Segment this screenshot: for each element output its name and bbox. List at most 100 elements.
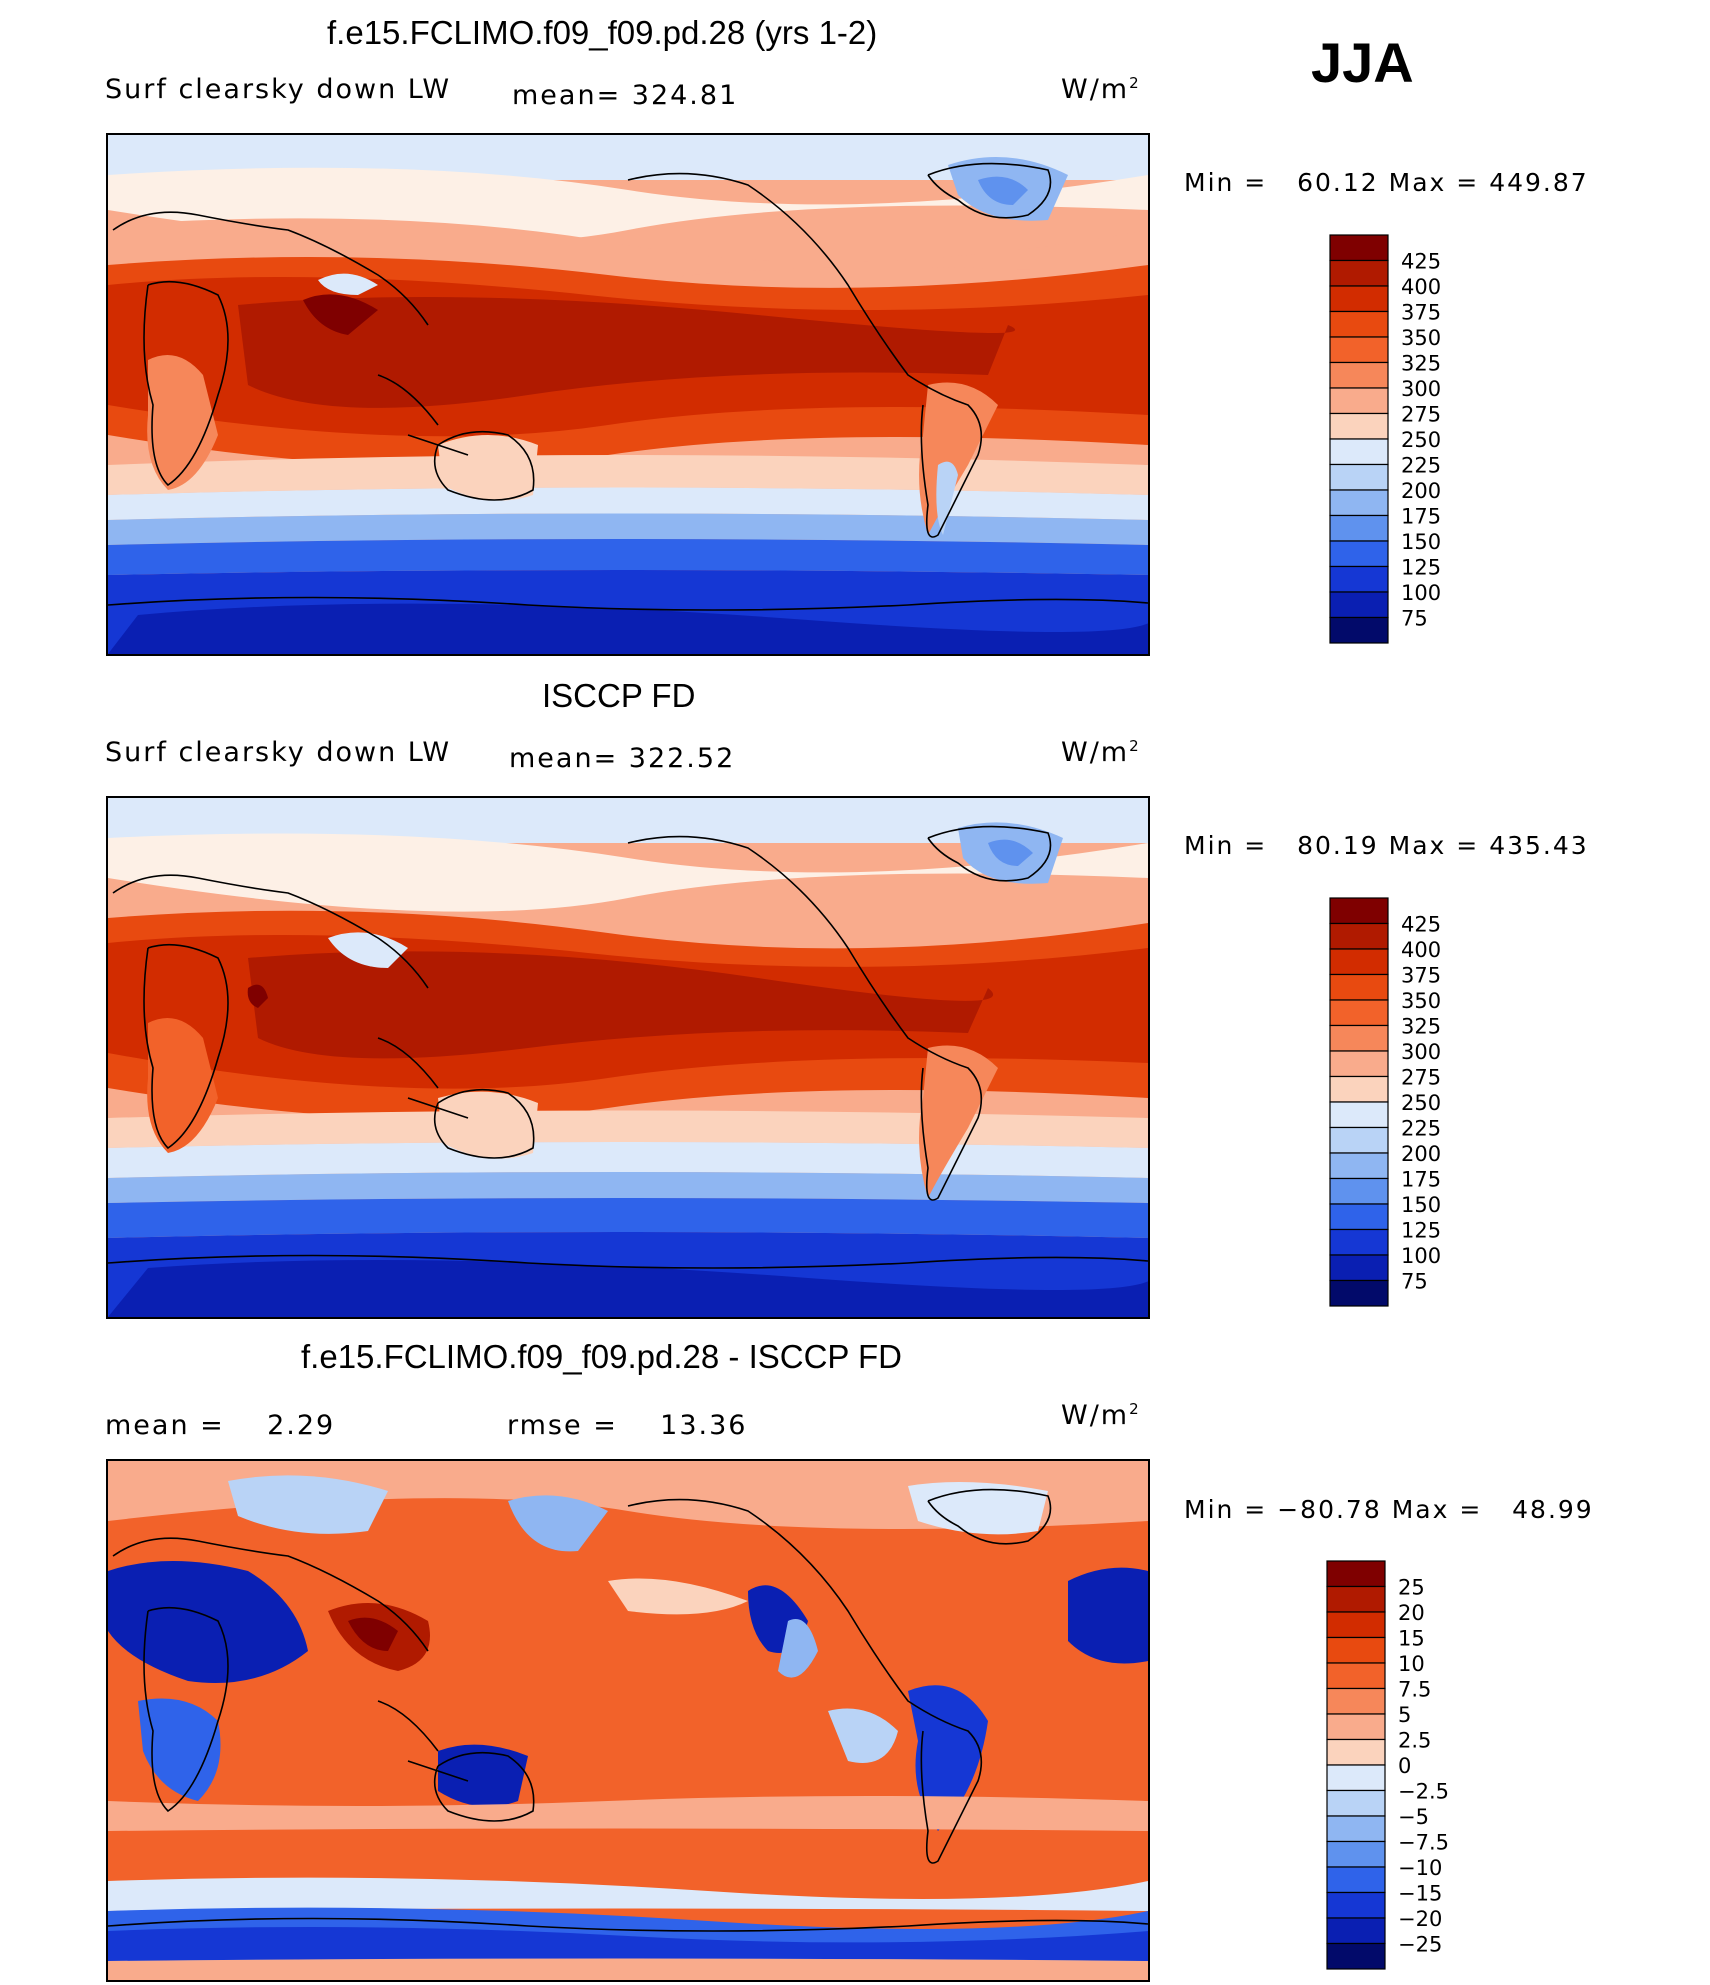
panel-3-max-value: 48.99 [1512,1495,1594,1524]
colorbar-1-box [1329,616,1389,644]
panel-1-title: f.e15.FCLIMO.f09_f09.pd.28 (yrs 1-2) [327,14,878,51]
colorbar-2-box [1329,1024,1389,1052]
colorbar-3-box [1326,1891,1386,1919]
panel-1-colorbar-svg: 4254003753503253002752502252001751501251… [1329,234,1441,644]
colorbar-2-box [1329,948,1389,976]
colorbar-2-tick-label: 325 [1401,1015,1441,1039]
colorbar-2-box [1329,1203,1389,1231]
colorbar-1-tick-label: 275 [1401,403,1441,427]
panel-1-units: W/m2 [1061,74,1141,105]
colorbar-3-tick-label: −7.5 [1398,1831,1449,1855]
colorbar-1-box [1329,565,1389,593]
colorbar-1-box [1329,438,1389,466]
colorbar-3-box [1326,1560,1386,1588]
colorbar-2-box [1329,1254,1389,1282]
colorbar-3-box [1326,1840,1386,1868]
colorbar-2-box [1329,1152,1389,1180]
colorbar-1-tick-label: 125 [1401,556,1441,580]
colorbar-2-tick-label: 300 [1401,1040,1441,1064]
panel-1-map-svg [108,135,1148,654]
colorbar-3-box [1326,1738,1386,1766]
colorbar-2-tick-label: 375 [1401,964,1441,988]
colorbar-2-tick-label: 125 [1401,1219,1441,1243]
panel-3-colorbar: 25 20 15 10 7.5 5 2.5 0 −2.5 −5 −7.5 −10 −15 −20 −25 [1326,1560,1449,1977]
colorbar-2-tick-label: 75 [1401,1270,1428,1294]
colorbar-3-tick-label: −20 [1398,1907,1442,1931]
panel-2-title: ISCCP FD [542,677,696,714]
colorbar-3-box [1326,1662,1386,1690]
colorbar-2-box [1329,1101,1389,1129]
panel-1-max-value: 449.87 [1489,168,1589,197]
colorbar-1-box [1329,412,1389,440]
colorbar-1-tick-label: 325 [1401,352,1441,376]
panel-3-rmse-label: rmse = 13.36 [507,1410,748,1441]
colorbar-2-box [1329,973,1389,1001]
panel-3-units: W/m2 [1061,1400,1141,1431]
colorbar-1-tick-label: 100 [1401,581,1441,605]
colorbar-3-box [1326,1789,1386,1817]
panel-3-min-max: Min = −80.78 Max = 48.99 [1184,1495,1594,1524]
panel-1-mean-label: mean= 324.81 [512,80,739,111]
panel-2-colorbar: 425 400 375 350 325 300 275 250 225 200 175 150 125 1… [1329,897,1449,1314]
panel-2-max-label: Max = [1388,831,1480,860]
colorbar-3-box [1326,1815,1386,1843]
colorbar-3-box [1326,1764,1386,1792]
colorbar-3-tick-label: 25 [1398,1576,1425,1600]
colorbar-3-tick-label: 10 [1398,1652,1425,1676]
colorbar-3-box [1326,1917,1386,1945]
panel-3-title: f.e15.FCLIMO.f09_f09.pd.28 - ISCCP FD [301,1338,902,1375]
colorbar-2-box [1329,1050,1389,1078]
colorbar-1-tick-label: 225 [1401,454,1441,478]
panel-2-colorbar-svg: 4254003753503253002752502252001751501251… [1329,897,1441,1307]
panel-3-min-value: −80.78 [1277,1495,1382,1524]
panel-3-min-label: Min = [1184,1495,1268,1524]
colorbar-1-box [1329,285,1389,313]
colorbar-2-tick-label: 275 [1401,1066,1441,1090]
colorbar-3-tick-label: −25 [1398,1933,1442,1957]
panel-3-mean-label: mean = 2.29 [105,1410,336,1441]
panel-1-variable-label: Surf clearsky down LW [105,74,452,105]
colorbar-1-tick-label: 400 [1401,275,1441,299]
colorbar-1-box [1329,514,1389,542]
colorbar-2-tick-label: 400 [1401,938,1441,962]
colorbar-1-tick-label: 175 [1401,505,1441,529]
colorbar-3-tick-label: 2.5 [1398,1729,1431,1753]
colorbar-2-tick-label: 175 [1401,1168,1441,1192]
panel-2-min-max: Min = 80.19 Max = 435.43 [1184,831,1589,860]
colorbar-1-tick-label: 150 [1401,530,1441,554]
colorbar-2-tick-label: 100 [1401,1244,1441,1268]
colorbar-3-tick-label: 0 [1398,1754,1411,1778]
colorbar-2-box [1329,999,1389,1027]
colorbar-2-box [1329,1228,1389,1256]
panel-1-min-value: 60.12 [1297,168,1379,197]
colorbar-1-box [1329,259,1389,287]
colorbar-1-box [1329,489,1389,517]
colorbar-2-box [1329,1177,1389,1205]
colorbar-3-tick-label: 7.5 [1398,1678,1431,1702]
panel-3-map [106,1459,1150,1982]
colorbar-2-box [1329,1126,1389,1154]
colorbar-1-box [1329,310,1389,338]
panel-2-min-value: 80.19 [1297,831,1379,860]
colorbar-1-tick-label: 200 [1401,479,1441,503]
panel-2-map [106,796,1150,1319]
colorbar-2-box [1329,1279,1389,1307]
colorbar-3-box [1326,1611,1386,1639]
panel-2-map-svg [108,798,1148,1317]
colorbar-3-tick-label: 15 [1398,1627,1425,1651]
season-label: JJA [1311,31,1414,94]
panel-3-map-svg [108,1461,1148,1980]
colorbar-3-box [1326,1687,1386,1715]
panel-2-units: W/m2 [1061,737,1141,768]
colorbar-3-tick-label: −2.5 [1398,1780,1449,1804]
panel-1-colorbar: 425 400 375 350 325 300 275 250 225 200 175 150 125 1… [1329,234,1449,651]
colorbar-3-box [1326,1866,1386,1894]
colorbar-3-box [1326,1636,1386,1664]
colorbar-3-tick-label: 5 [1398,1703,1411,1727]
panel-2-max-value: 435.43 [1489,831,1589,860]
colorbar-1-tick-label: 350 [1401,326,1441,350]
colorbar-2-tick-label: 225 [1401,1117,1441,1141]
colorbar-2-tick-label: 150 [1401,1193,1441,1217]
colorbar-1-box [1329,463,1389,491]
